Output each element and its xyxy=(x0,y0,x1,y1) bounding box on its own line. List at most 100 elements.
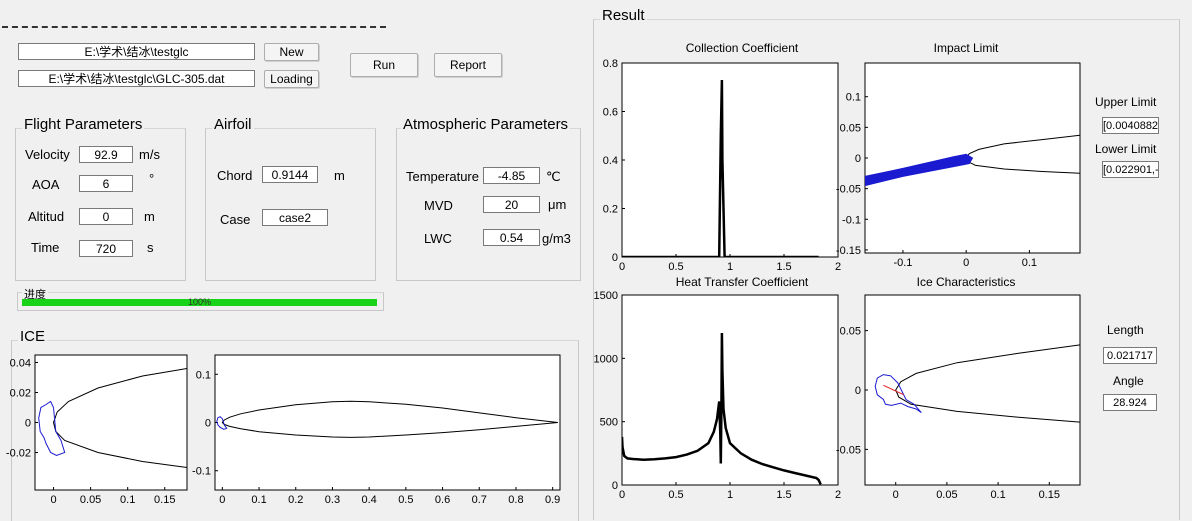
ice_full-xtick-label: 0.2 xyxy=(288,494,303,506)
upper-limit-value[interactable]: [0.0040882 xyxy=(1102,117,1159,134)
icechar-xtick-label: 0.15 xyxy=(1039,489,1060,501)
length-value[interactable]: 0.021717 xyxy=(1103,347,1157,364)
aoa-unit: ° xyxy=(149,171,155,186)
heat-chart-title: Heat Transfer Coefficient xyxy=(675,275,809,289)
ice_full-ytick-label: 0 xyxy=(205,418,211,430)
ice_zoom-xtick-label: 0 xyxy=(50,494,56,506)
ice_full-xtick-label: 0.1 xyxy=(251,494,266,506)
heat-xtick-label: 2 xyxy=(835,489,841,501)
angle-label: Angle xyxy=(1113,374,1144,388)
impact-ytick-label: -0.05 xyxy=(836,184,861,196)
collection-ytick-label: 0.8 xyxy=(603,58,618,70)
progress-track: 100% xyxy=(22,297,377,307)
collection-chart-title: Collection Coefficient xyxy=(685,41,799,55)
ice_zoom-xtick-label: 0.1 xyxy=(120,494,135,506)
collection-ytick-label: 0.6 xyxy=(603,107,618,119)
collection-xtick-label: 1.5 xyxy=(776,261,791,273)
ice_zoom-xtick-label: 0.05 xyxy=(80,494,101,506)
impact-series-1 xyxy=(865,153,974,187)
run-button[interactable]: Run xyxy=(350,53,418,77)
flight-parameters-title: Flight Parameters xyxy=(22,116,145,133)
report-button[interactable]: Report xyxy=(434,53,502,77)
mvd-input[interactable]: 20 xyxy=(483,196,540,213)
lwc-label: LWC xyxy=(424,231,452,246)
heat-axes-box xyxy=(621,294,839,486)
ice-title: ICE xyxy=(18,328,48,345)
chord-input[interactable]: 0.9144 xyxy=(262,166,318,183)
altitude-unit: m xyxy=(144,209,155,224)
icechar-xtick-label: 0.05 xyxy=(936,489,957,501)
mvd-unit: μm xyxy=(548,197,567,212)
ice-zoom-chart: 0 0.5 1 1.5 200.20.40.60.80 0.5 1 1.5 2050010001… xyxy=(6,58,1081,506)
collection-ytick-label: 0.2 xyxy=(603,204,618,216)
temperature-label: Temperature xyxy=(406,169,479,184)
velocity-input[interactable]: 92.9 xyxy=(79,146,133,163)
airfoil-file-field[interactable]: E:\学术\结冰\testglc\GLC-305.dat xyxy=(18,70,255,87)
impact-chart-title: Impact Limit xyxy=(933,41,999,55)
ice_full-axes-box xyxy=(214,354,561,491)
icechar-ytick-label: -0.05 xyxy=(836,444,861,456)
altitude-label: Altitud xyxy=(28,209,65,224)
top-separator xyxy=(2,26,386,28)
altitude-input[interactable]: 0 xyxy=(79,208,133,225)
chord-unit: m xyxy=(334,168,345,183)
aoa-label: AOA xyxy=(32,177,60,192)
ice_zoom-ytick-label: 0.04 xyxy=(10,358,31,370)
icechar-series-1 xyxy=(874,374,922,414)
collection-ytick-label: 0 xyxy=(612,252,618,264)
ice-panel: ICE xyxy=(11,328,579,521)
upper-limit-label: Upper Limit xyxy=(1095,95,1157,109)
ice_full-xtick-label: 0.8 xyxy=(508,494,523,506)
case-input[interactable]: case2 xyxy=(262,209,328,226)
temperature-input[interactable]: -4.85 xyxy=(483,167,540,184)
new-button[interactable]: New xyxy=(264,43,319,61)
icechar-ytick-label: 0.05 xyxy=(840,326,861,338)
ice_full-ytick-label: 0.1 xyxy=(196,369,211,381)
progress-title: 进度 xyxy=(22,286,48,302)
mvd-label: MVD xyxy=(424,198,453,213)
ice_zoom-ytick-label: 0 xyxy=(25,418,31,430)
work-dir-field[interactable]: E:\学术\结冰\testglc xyxy=(18,43,255,60)
loading-button[interactable]: Loading xyxy=(264,70,319,88)
icechar-series-2 xyxy=(883,384,905,396)
lwc-unit: g/m3 xyxy=(542,231,571,246)
impact-ytick-label: -0.1 xyxy=(842,214,861,226)
heat-ytick-label: 0 xyxy=(612,480,618,492)
heat-series-0 xyxy=(622,332,822,485)
progress-panel: 进度 100% xyxy=(17,286,384,311)
temperature-unit: ℃ xyxy=(546,169,561,184)
ice_full-xtick-label: 0.4 xyxy=(362,494,377,506)
impact-ytick-label: 0.1 xyxy=(846,92,861,104)
ice_full-xtick-label: 0.6 xyxy=(435,494,450,506)
heat-xtick-label: 1 xyxy=(727,489,733,501)
heat-xtick-label: 0.5 xyxy=(668,489,683,501)
time-input[interactable]: 720 xyxy=(79,240,133,257)
velocity-unit: m/s xyxy=(139,147,160,162)
collection-xtick-label: 1 xyxy=(727,261,733,273)
impact-xtick-label: -0.1 xyxy=(893,257,912,269)
heat-ytick-label: 500 xyxy=(600,417,618,429)
result-title: Result xyxy=(600,7,647,24)
chord-label: Chord xyxy=(217,168,253,183)
ice_full-xtick-label: 0.9 xyxy=(545,494,560,506)
collection-axes-box xyxy=(621,62,839,258)
time-unit: s xyxy=(147,240,154,255)
ice_full-series-1 xyxy=(216,416,228,430)
icechar-chart-title: Ice Characteristics xyxy=(916,275,1016,289)
icechar-series-0 xyxy=(895,344,1080,423)
aoa-input[interactable]: 6 xyxy=(79,175,133,192)
impact-xtick-label: 0.1 xyxy=(1022,257,1037,269)
ice_zoom-series-1 xyxy=(38,400,66,457)
collection-ytick-label: 0.4 xyxy=(603,155,618,167)
impact-xtick-label: 0 xyxy=(963,257,969,269)
angle-value[interactable]: 28.924 xyxy=(1103,394,1157,411)
ice_full-xtick-label: 0.7 xyxy=(472,494,487,506)
progress-fill xyxy=(22,299,377,306)
result-panel: Result xyxy=(593,7,1180,520)
heat-ytick-label: 1000 xyxy=(594,353,618,365)
flight-parameters-panel: Flight Parameters Velocity 92.9 m/s AOA … xyxy=(15,116,186,281)
ice_zoom-ytick-label: -0.02 xyxy=(6,448,31,460)
ice_zoom-series-0 xyxy=(52,368,187,468)
lower-limit-value[interactable]: [0.022901,- xyxy=(1102,161,1159,178)
lwc-input[interactable]: 0.54 xyxy=(483,229,540,246)
